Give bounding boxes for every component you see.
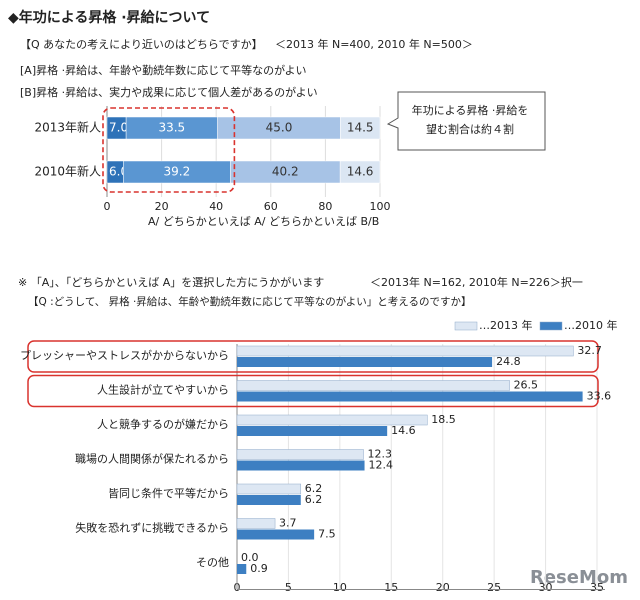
statement: [B]昇格 ·昇給は、実力や成果に応じて個人差があるのがよい	[20, 85, 318, 99]
highlight-box	[27, 340, 599, 373]
x-tick-label: 80	[318, 200, 332, 213]
bar	[236, 414, 428, 426]
value-label: 14.6	[391, 424, 416, 437]
callout-text: 望む割合は約４割	[426, 122, 514, 136]
legend-label: …2010 年	[564, 318, 618, 332]
note: ＜2013 年 N=400, 2010 年 N=500＞	[275, 37, 473, 51]
bar	[237, 460, 365, 471]
x-tick-label: 10	[333, 581, 347, 594]
y-tick-label: 人生設計が立てやすいから	[97, 383, 229, 397]
value-label: 7.0	[109, 121, 128, 135]
value-label: 24.8	[496, 355, 520, 368]
legend-swatch	[454, 321, 478, 331]
bar	[236, 449, 364, 460]
value-label: 6.2	[305, 482, 323, 495]
y-tick-label: 2013年新人	[34, 120, 101, 135]
value-label: 39.2	[164, 165, 191, 179]
y-tick-label: 皆同じ条件で平等だから	[108, 486, 229, 500]
y-tick-label: プレッシャーやストレスがかからないから	[20, 348, 229, 362]
value-label: 12.3	[368, 448, 393, 461]
bar-segment	[340, 116, 381, 140]
y-tick-label: 職場の人間関係が保たれるから	[75, 452, 229, 466]
intro: ※ 「A」、「どちらかといえば A」を選択した方にうかがいます	[18, 275, 324, 289]
question: 【Q :どうして、 昇格 ·昇給は、年齢や勤続年数に応じて平等なのがよい」と考え…	[28, 295, 471, 308]
highlight-box	[102, 107, 236, 193]
callout-box	[386, 91, 546, 151]
x-tick-label: 35	[590, 581, 604, 594]
value-label: 0.9	[250, 562, 268, 575]
y-tick-label: その他	[196, 556, 229, 569]
value-label: 18.5	[431, 413, 456, 426]
legend-label: …2013 年	[479, 318, 533, 332]
y-tick-label: 2010年新人	[34, 164, 101, 179]
value-label: 3.7	[279, 517, 297, 530]
question: 【Q あなたの考えにより近いのはどちらですか】	[20, 38, 263, 51]
bar	[237, 391, 583, 402]
y-tick-label: 人と競争するのが嫌だから	[97, 417, 229, 431]
value-label: 45.0	[266, 121, 293, 135]
y-tick-label: 失敗を恐れずに挑戦できるから	[75, 521, 229, 535]
x-tick-label: 40	[209, 200, 223, 213]
bar	[237, 357, 493, 367]
value-label: 7.5	[318, 528, 336, 541]
value-label: 12.4	[369, 459, 394, 472]
x-tick-label: 25	[487, 581, 501, 594]
value-label: 0.0	[241, 551, 259, 564]
callout-text: 年功による昇格 ·昇給を	[412, 103, 529, 117]
bar	[236, 518, 276, 529]
x-tick-label: 60	[264, 200, 278, 213]
bar	[237, 529, 315, 540]
x-tick-label: 100	[370, 200, 391, 213]
legend-swatch	[539, 321, 563, 331]
value-label: 14.6	[347, 165, 374, 179]
statement: [A]昇格 ·昇給は、年齢や勤続年数に応じて平等なのがよい	[20, 63, 307, 77]
x-tick-label: 20	[155, 200, 169, 213]
value-label: 14.5	[347, 121, 374, 135]
bar	[237, 564, 247, 574]
value-label: 33.5	[158, 121, 185, 135]
x-tick-label: 30	[539, 581, 553, 594]
legend-text: A/ どちらかといえば A/ どちらかといえば B/B	[148, 215, 379, 228]
x-tick-label: 20	[436, 581, 450, 594]
bar	[236, 380, 510, 391]
value-label: 32.7	[577, 344, 602, 357]
bar-segment	[339, 160, 381, 184]
bar	[236, 345, 574, 357]
note: ＜2013年 N=162, 2010年 N=226＞択一	[370, 275, 583, 289]
bar	[237, 495, 301, 505]
x-tick-label: 5	[285, 581, 292, 594]
value-label: 26.5	[514, 379, 539, 392]
bar	[237, 426, 388, 436]
x-tick-label: 0	[104, 200, 111, 213]
value-label: 40.2	[272, 165, 299, 179]
x-tick-label: 15	[384, 581, 398, 594]
highlight-box	[27, 374, 599, 408]
value-label: 33.6	[587, 390, 612, 403]
watermark: ReseMom	[530, 567, 628, 588]
value-label: 6.2	[305, 493, 323, 506]
bar	[236, 483, 302, 495]
page-title: ◆年功による昇格 ·昇給について	[8, 9, 210, 26]
